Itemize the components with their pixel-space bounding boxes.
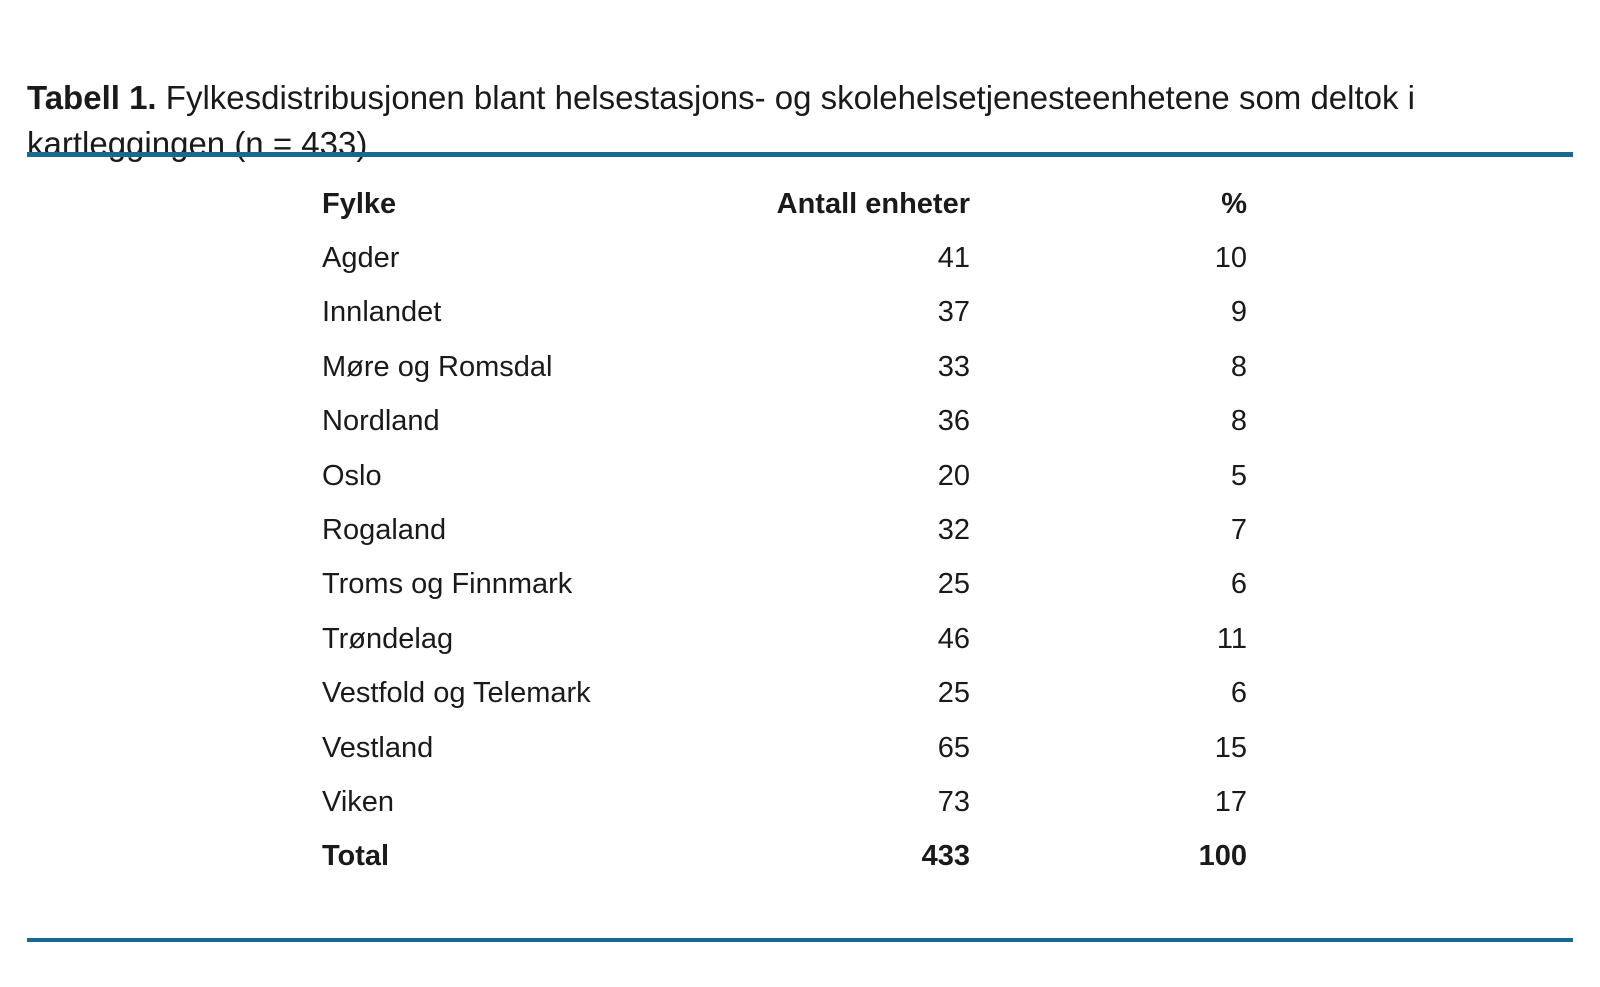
bottom-rule-divider <box>27 938 1573 942</box>
fylke-cell: Agder <box>322 242 400 275</box>
fylke-cell: Rogaland <box>322 514 447 547</box>
table-row: Agder 41 10 <box>322 231 1247 285</box>
table-row: Viken 73 17 <box>322 775 1247 829</box>
table-row: Trøndelag 46 11 <box>322 612 1247 666</box>
antall-cell: 46 <box>937 622 970 655</box>
percent-cell: 8 <box>1230 405 1247 438</box>
fylke-cell: Oslo <box>322 459 382 492</box>
antall-cell: 37 <box>937 296 970 329</box>
table-caption: Tabell 1. Fylkesdistribusjonen blant hel… <box>27 75 1507 167</box>
column-header-fylke: Fylke <box>322 187 397 220</box>
table-row: Innlandet 37 9 <box>322 286 1247 340</box>
table-row: Oslo 20 5 <box>322 449 1247 503</box>
table-row: Møre og Romsdal 33 8 <box>322 340 1247 394</box>
antall-cell: 41 <box>937 242 970 275</box>
antall-cell: 20 <box>937 459 970 492</box>
fylke-cell: Viken <box>322 785 395 818</box>
table-row: Nordland 36 8 <box>322 395 1247 449</box>
table-total-row: Total 433 100 <box>322 830 1247 884</box>
table-caption-text: Fylkesdistribusjonen blant helsestasjons… <box>27 79 1416 162</box>
table-row: Rogaland 32 7 <box>322 503 1247 557</box>
table-caption-label: Tabell 1. <box>27 79 157 116</box>
column-header-percent: % <box>1221 187 1247 220</box>
percent-cell: 17 <box>1214 785 1247 818</box>
fylke-cell: Troms og Finnmark <box>322 568 573 601</box>
total-percent-cell: 100 <box>1198 840 1247 873</box>
fylke-cell: Vestland <box>322 731 434 764</box>
antall-cell: 65 <box>937 731 970 764</box>
percent-cell: 9 <box>1230 296 1247 329</box>
percent-cell: 10 <box>1214 242 1247 275</box>
total-label-cell: Total <box>322 840 390 873</box>
fylke-cell: Vestfold og Telemark <box>322 677 591 710</box>
percent-cell: 6 <box>1230 677 1247 710</box>
percent-cell: 5 <box>1230 459 1247 492</box>
fylke-cell: Innlandet <box>322 296 442 329</box>
table-row: Troms og Finnmark 25 6 <box>322 558 1247 612</box>
antall-cell: 33 <box>937 350 970 383</box>
column-header-antall-enheter: Antall enheter <box>776 187 970 220</box>
table-row: Vestland 65 15 <box>322 721 1247 775</box>
county-distribution-table: Fylke Antall enheter % Agder 41 10 Innla… <box>322 177 1247 884</box>
fylke-cell: Møre og Romsdal <box>322 350 553 383</box>
antall-cell: 73 <box>937 785 970 818</box>
antall-cell: 25 <box>937 677 970 710</box>
top-rule-divider <box>27 152 1573 157</box>
table-row: Vestfold og Telemark 25 6 <box>322 667 1247 721</box>
total-antall-cell: 433 <box>921 840 970 873</box>
percent-cell: 7 <box>1230 514 1247 547</box>
fylke-cell: Trøndelag <box>322 622 454 655</box>
antall-cell: 36 <box>937 405 970 438</box>
antall-cell: 32 <box>937 514 970 547</box>
table-header-row: Fylke Antall enheter % <box>322 177 1247 231</box>
fylke-cell: Nordland <box>322 405 440 438</box>
percent-cell: 15 <box>1214 731 1247 764</box>
percent-cell: 11 <box>1216 622 1247 655</box>
percent-cell: 6 <box>1230 568 1247 601</box>
antall-cell: 25 <box>937 568 970 601</box>
percent-cell: 8 <box>1230 350 1247 383</box>
